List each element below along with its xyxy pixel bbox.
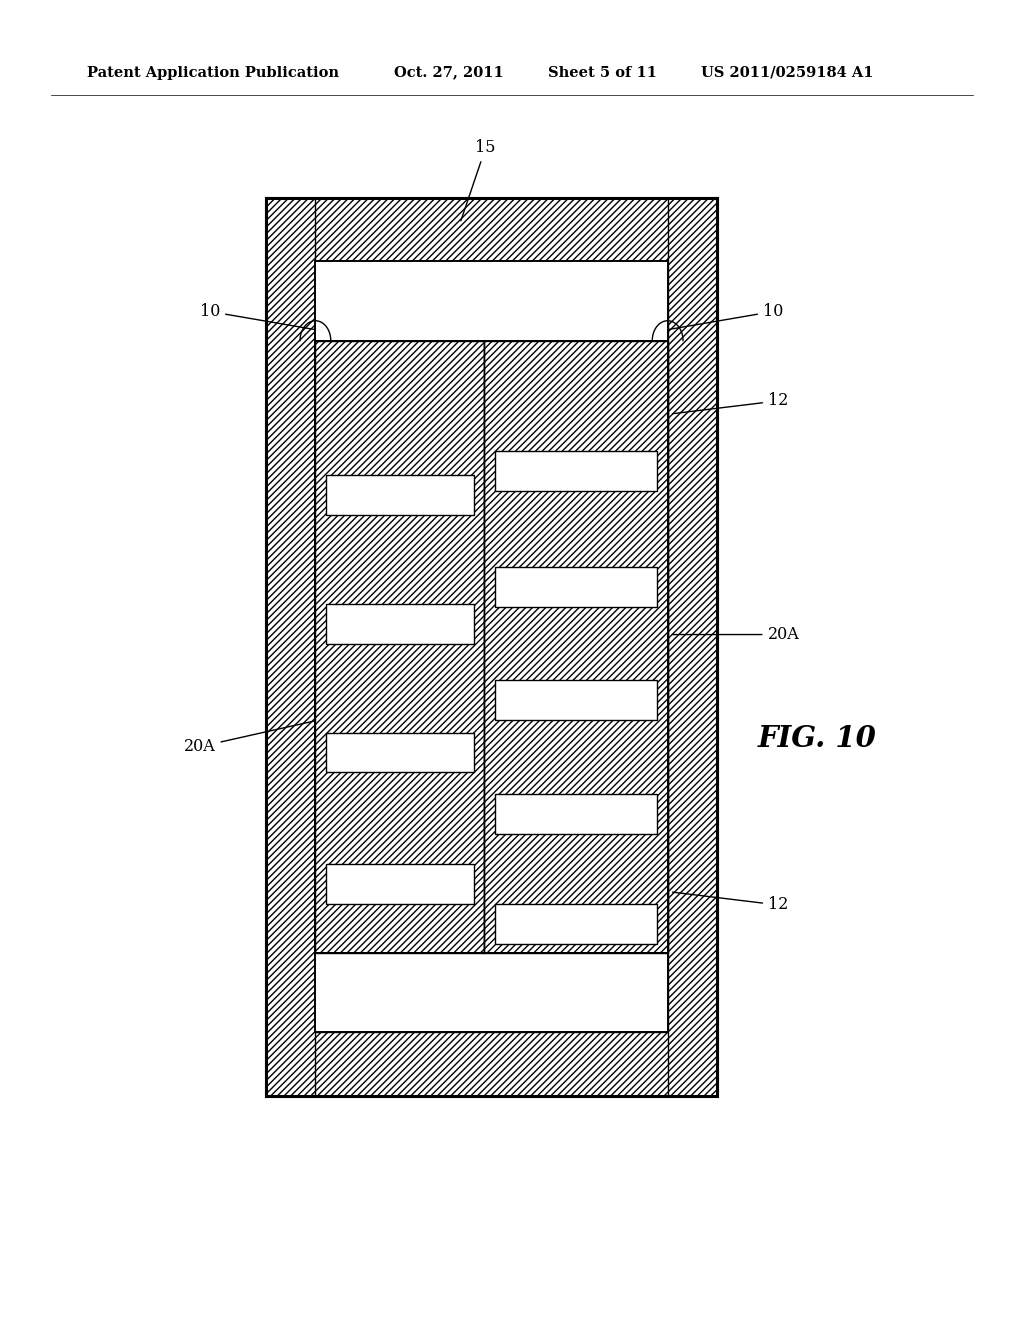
Text: Patent Application Publication: Patent Application Publication xyxy=(87,66,339,79)
Text: Sheet 5 of 11: Sheet 5 of 11 xyxy=(548,66,656,79)
Bar xyxy=(266,1032,717,1096)
Text: 15: 15 xyxy=(461,140,496,220)
Text: Oct. 27, 2011: Oct. 27, 2011 xyxy=(394,66,504,79)
Bar xyxy=(266,198,315,1096)
Bar xyxy=(315,341,668,953)
Bar xyxy=(266,198,717,261)
Bar xyxy=(496,451,656,491)
Bar xyxy=(326,733,474,772)
Bar xyxy=(496,793,656,834)
Bar xyxy=(326,605,474,644)
Text: 12: 12 xyxy=(673,892,788,913)
Bar xyxy=(496,904,656,944)
Text: US 2011/0259184 A1: US 2011/0259184 A1 xyxy=(701,66,873,79)
Bar xyxy=(266,198,717,1096)
Bar xyxy=(668,198,717,1096)
Bar xyxy=(315,261,668,341)
Text: 20A: 20A xyxy=(183,721,314,755)
Bar xyxy=(315,953,668,1032)
Text: 10: 10 xyxy=(669,304,783,330)
Text: 12: 12 xyxy=(673,392,788,413)
Bar xyxy=(326,865,474,904)
Bar xyxy=(315,261,668,1032)
Bar xyxy=(326,475,474,515)
Bar xyxy=(496,568,656,607)
Bar xyxy=(496,681,656,721)
Text: 20A: 20A xyxy=(673,626,800,643)
Bar xyxy=(315,261,668,1032)
Bar xyxy=(484,341,668,953)
Bar xyxy=(315,341,484,953)
Bar xyxy=(266,198,717,1096)
Text: 10: 10 xyxy=(200,304,314,330)
Text: FIG. 10: FIG. 10 xyxy=(758,725,877,754)
